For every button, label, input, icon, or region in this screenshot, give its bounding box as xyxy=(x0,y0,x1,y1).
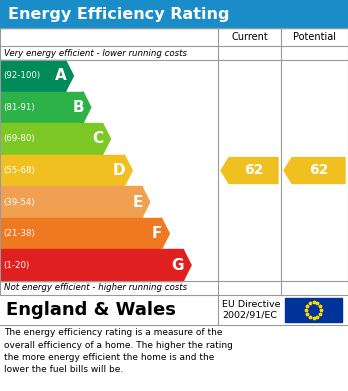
Text: F: F xyxy=(152,226,162,241)
Bar xyxy=(285,298,342,322)
Polygon shape xyxy=(65,60,73,91)
Bar xyxy=(0,218,161,249)
Text: 62: 62 xyxy=(309,163,328,178)
Polygon shape xyxy=(161,218,169,249)
Text: EU Directive
2002/91/EC: EU Directive 2002/91/EC xyxy=(222,300,280,320)
Bar xyxy=(0,155,124,186)
Polygon shape xyxy=(124,155,132,186)
Text: (55-68): (55-68) xyxy=(3,166,35,175)
Polygon shape xyxy=(102,123,110,155)
Bar xyxy=(0,0,348,28)
Text: (1-20): (1-20) xyxy=(3,261,29,270)
Polygon shape xyxy=(284,158,345,183)
Text: Not energy efficient - higher running costs: Not energy efficient - higher running co… xyxy=(4,283,187,292)
Text: Potential: Potential xyxy=(293,32,336,42)
Text: England & Wales: England & Wales xyxy=(6,301,176,319)
Bar xyxy=(0,91,83,123)
Text: (92-100): (92-100) xyxy=(3,71,40,80)
Text: 62: 62 xyxy=(244,163,263,178)
Polygon shape xyxy=(142,186,150,218)
Polygon shape xyxy=(83,91,91,123)
Text: Current: Current xyxy=(231,32,268,42)
Text: E: E xyxy=(132,195,143,210)
Text: Energy Efficiency Rating: Energy Efficiency Rating xyxy=(8,7,229,22)
Text: G: G xyxy=(172,258,184,273)
Text: A: A xyxy=(55,68,66,83)
Text: C: C xyxy=(92,131,103,146)
Text: (81-91): (81-91) xyxy=(3,103,34,112)
Text: (69-80): (69-80) xyxy=(3,135,34,143)
Text: D: D xyxy=(113,163,125,178)
Text: B: B xyxy=(72,100,84,115)
Bar xyxy=(0,249,183,281)
Text: Very energy efficient - lower running costs: Very energy efficient - lower running co… xyxy=(4,48,187,57)
Bar xyxy=(0,28,348,295)
Text: (39-54): (39-54) xyxy=(3,197,34,206)
Bar xyxy=(0,186,142,218)
Bar xyxy=(0,123,102,155)
Polygon shape xyxy=(221,158,278,183)
Text: (21-38): (21-38) xyxy=(3,229,35,238)
Polygon shape xyxy=(183,249,191,281)
Bar xyxy=(0,60,65,91)
Text: The energy efficiency rating is a measure of the
overall efficiency of a home. T: The energy efficiency rating is a measur… xyxy=(4,328,233,375)
